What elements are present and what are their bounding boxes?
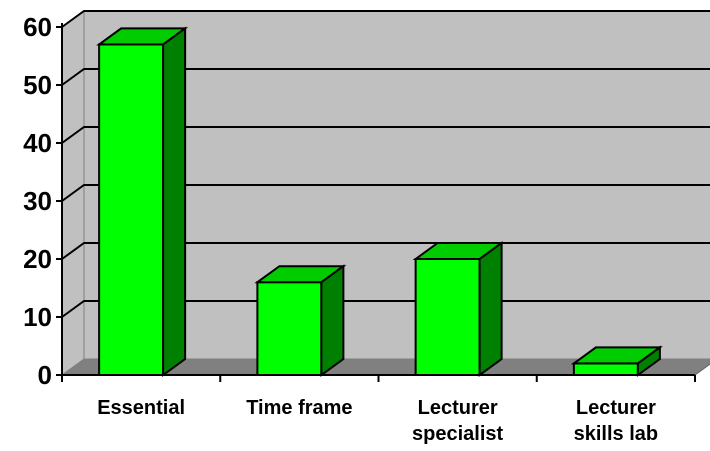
gridline [61,10,710,28]
bar [254,264,347,377]
y-tick-label: 40 [23,128,52,158]
bar-side [636,345,661,377]
bars [96,26,663,377]
x-category-label-line: Lecturer [418,397,498,419]
gridline [61,242,710,260]
x-category-labels: Essential Time frame Lecturer specialistLec… [97,397,658,445]
gridline [61,68,710,86]
x-category-label: Time frame [246,397,352,419]
bar-front [572,362,639,376]
y-tick-label: 60 [23,12,52,42]
bar [96,26,189,377]
bar-front [256,281,323,377]
x-category-label-line: Time frame [246,397,352,419]
x-category-label-line: Lecturer [576,397,656,419]
gridline [61,126,710,144]
bar-front [98,43,165,377]
y-tick-label: 30 [23,186,52,216]
gridline [61,300,710,318]
y-tick-label: 10 [23,302,52,332]
bar-side [478,241,503,377]
bar-side [162,26,187,377]
gridlines [61,10,710,318]
x-category-label-line: Essential [97,397,185,419]
y-tick-label: 20 [23,244,52,274]
y-tick-label: 0 [38,360,52,390]
x-category-label: Lecturer skills lab [574,397,659,445]
bar [570,345,663,377]
gridline [61,184,710,202]
x-category-label: Lecturer specialist [412,397,504,445]
y-tick-labels: 0 10 20 30 40 50 60 [23,12,52,390]
x-category-label-line: specialist [412,423,504,445]
bar-side [320,264,345,377]
x-category-label: Essential [97,397,185,419]
bar [412,241,505,377]
y-tick-label: 50 [23,70,52,100]
bar-front [414,258,481,376]
x-category-label-line: skills lab [574,423,659,445]
